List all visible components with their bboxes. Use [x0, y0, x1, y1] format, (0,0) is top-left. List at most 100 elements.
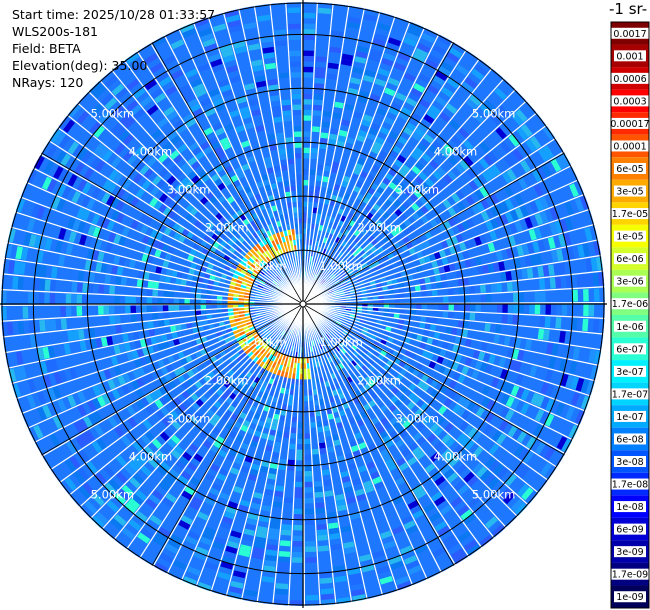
heatmap-cell [283, 115, 292, 122]
heatmap-cell [534, 409, 545, 422]
heatmap-cell [318, 360, 323, 367]
heatmap-cell [379, 262, 387, 269]
heatmap-cell [474, 360, 483, 370]
heatmap-cell [174, 183, 184, 193]
heatmap-cell [393, 62, 407, 72]
heatmap-cell [279, 414, 286, 422]
heatmap-cell [103, 465, 115, 478]
heatmap-cell [252, 547, 265, 555]
colorbar-label-bg [614, 523, 646, 535]
heatmap-cell [253, 333, 260, 339]
heatmap-cell [353, 378, 361, 385]
heatmap-cell [559, 331, 566, 343]
heatmap-cell [517, 177, 528, 190]
heatmap-cell [303, 374, 307, 380]
heatmap-cell [76, 147, 88, 161]
heatmap-cell [313, 196, 319, 203]
heatmap-cell [410, 151, 421, 161]
heatmap-cell [223, 178, 232, 187]
heatmap-cell [550, 250, 559, 262]
heatmap-cell [588, 304, 595, 317]
heatmap-cell [206, 221, 215, 230]
heatmap-cell [475, 201, 485, 212]
heatmap-cell [255, 344, 262, 350]
ring-label: 5.00km [472, 106, 515, 120]
heatmap-cell [136, 313, 143, 322]
heatmap-cell [304, 433, 311, 439]
heatmap-cell [245, 230, 252, 237]
heatmap-cell [319, 278, 325, 284]
heatmap-cell [322, 420, 329, 427]
heatmap-cell [318, 202, 324, 209]
heatmap-cell [312, 383, 317, 390]
colorbar-label-bg [608, 208, 650, 220]
heatmap-cell [375, 254, 382, 261]
heatmap-cell [206, 492, 218, 502]
heatmap-cell [303, 352, 306, 358]
heatmap-cell [168, 305, 174, 312]
heatmap-cell [116, 471, 128, 484]
heatmap-cell [452, 215, 461, 225]
heatmap-cell [241, 140, 250, 148]
heatmap-cell [136, 453, 147, 465]
heatmap-cell [275, 485, 284, 492]
colorbar-label: 3e-08 [616, 457, 643, 468]
heatmap-cell [440, 147, 451, 158]
heatmap-cell [134, 358, 142, 368]
heatmap-cell [155, 266, 163, 274]
heatmap-cell [277, 143, 286, 150]
heatmap-cell [316, 246, 321, 253]
heatmap-cell [399, 222, 407, 231]
ring-label: 1.00km [243, 259, 286, 273]
heatmap-cell [399, 385, 408, 394]
heatmap-cell [200, 309, 207, 315]
heatmap-cell [337, 231, 343, 239]
heatmap-cell [320, 330, 326, 336]
heatmap-cell [344, 358, 351, 365]
heatmap-cell [418, 73, 431, 84]
heatmap-cell [89, 261, 97, 272]
heatmap-cell [430, 423, 440, 433]
heatmap-cell [195, 88, 207, 98]
heatmap-cell [422, 415, 432, 425]
heatmap-cell [223, 511, 235, 520]
colorbar-label: 3e-06 [616, 277, 643, 288]
heatmap-cell [135, 161, 146, 172]
heatmap-cell [121, 226, 130, 237]
heatmap-cell [198, 183, 207, 192]
heatmap-cell [365, 249, 373, 256]
heatmap-cell [289, 262, 293, 269]
heatmap-cell [338, 245, 344, 252]
heatmap-cell [331, 275, 337, 280]
heatmap-cell [404, 337, 411, 344]
heatmap-cell [112, 105, 125, 118]
heatmap-cell [423, 329, 430, 337]
heatmap-cell [97, 146, 109, 159]
heatmap-cell [135, 399, 145, 410]
heatmap-cell [399, 429, 409, 439]
heatmap-cell [246, 191, 254, 199]
heatmap-cell [118, 423, 129, 434]
heatmap-cell [359, 249, 366, 256]
heatmap-cell [429, 104, 441, 116]
heatmap-cell [458, 127, 470, 139]
heatmap-cell [267, 394, 274, 402]
heatmap-cell [279, 458, 287, 465]
heatmap-cell [490, 206, 500, 217]
heatmap-cell [382, 453, 392, 462]
ray-gap [302, 137, 556, 305]
heatmap-cell [265, 400, 272, 407]
heatmap-cell [272, 111, 282, 118]
heatmap-cell [244, 82, 255, 91]
heatmap-cell [271, 343, 277, 350]
heatmap-cell [555, 402, 565, 416]
heatmap-cell [281, 247, 286, 254]
heatmap-cell [443, 174, 453, 184]
heatmap-cell [263, 565, 276, 573]
heatmap-cell [505, 396, 515, 408]
heatmap-cell [445, 51, 460, 63]
heatmap-cell [338, 288, 344, 292]
heatmap-cell [261, 260, 267, 266]
heatmap-cell [235, 266, 242, 273]
heatmap-cell [323, 479, 332, 487]
